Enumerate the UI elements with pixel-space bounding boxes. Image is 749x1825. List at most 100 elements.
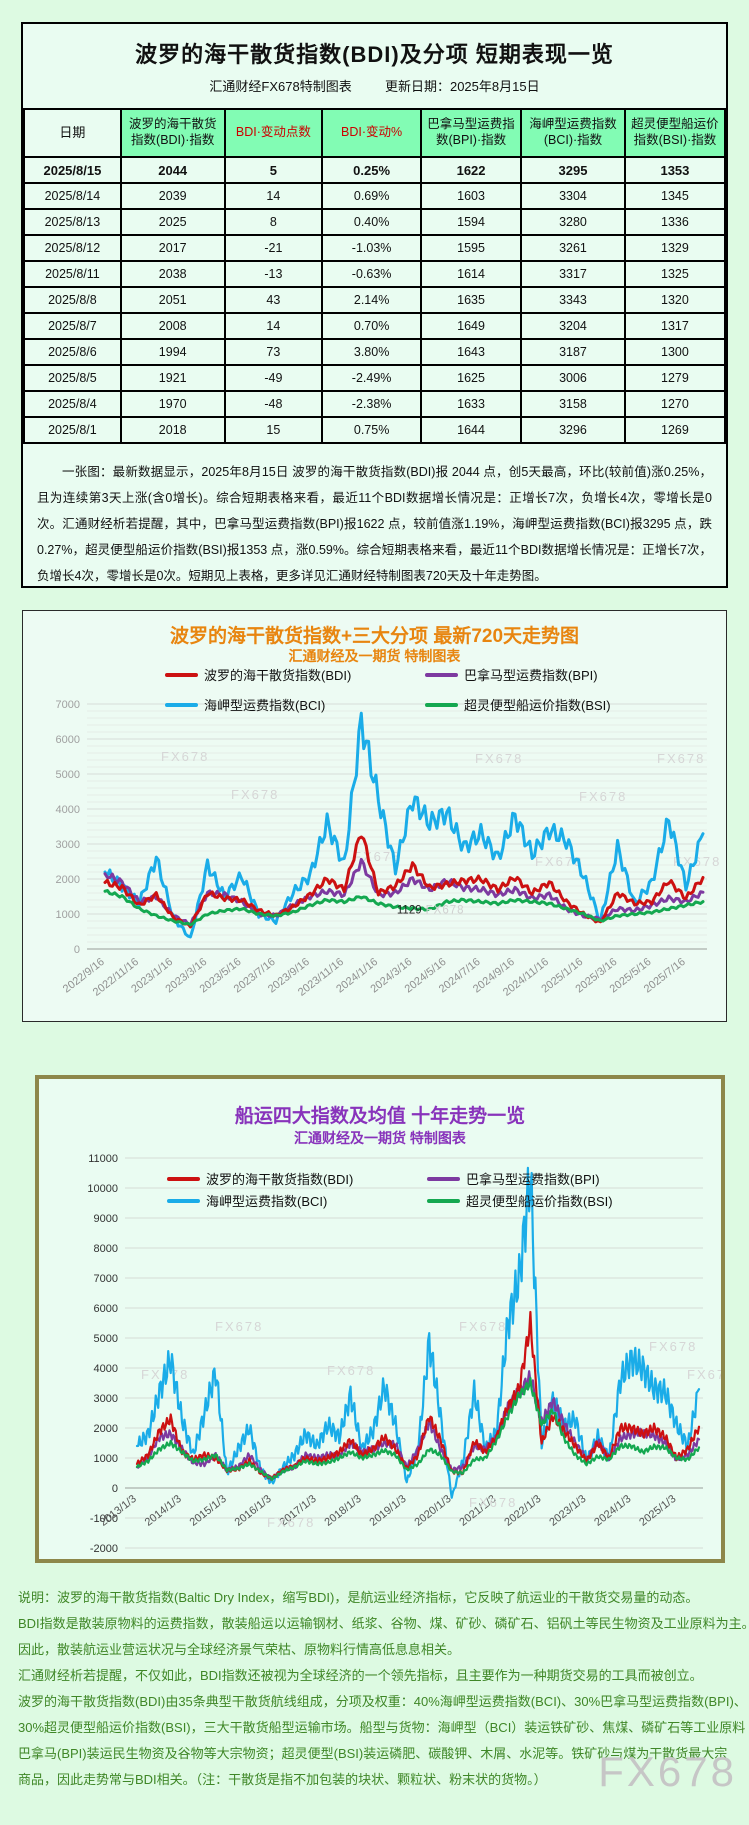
fx678-watermark: FX678 — [161, 749, 209, 764]
table-row: 2025/8/8 2051 43 2.14% 1635 3343 1320 — [23, 286, 727, 314]
value-cell: 2.14% — [321, 286, 423, 314]
y-axis-tick-label: 4000 — [56, 804, 80, 816]
value-cell: -48 — [223, 390, 324, 418]
fx678-watermark: FX678 — [475, 751, 523, 766]
value-cell: 1594 — [420, 208, 523, 236]
footer-note-line: 汇通财经析若提醒，不仅如此，BDI指数还被视为全球经济的一个领先指标，且主要作为… — [18, 1668, 703, 1683]
value-cell: -2.49% — [321, 364, 423, 392]
column-header-1: 波罗的海干散货指数(BDI)·指数 — [119, 108, 226, 158]
table-row: 2025/8/13 2025 8 0.40% 1594 3280 1336 — [23, 208, 727, 236]
table-row: 2025/8/5 1921 -49 -2.49% 1625 3006 1279 — [23, 364, 727, 392]
legend-item: 超灵便型船运价指数(BSI) — [427, 1191, 613, 1210]
value-cell: 1270 — [623, 390, 727, 418]
table-body: 2025/8/15 2044 5 0.25% 1622 3295 1353 2025/8/14… — [23, 156, 727, 444]
fx678-watermark: FX678 — [469, 1495, 517, 1510]
fx678-watermark: FX678 — [598, 1748, 737, 1795]
footer-note-line: BDI指数是散装原物料的运费指数，散装船运以运输钢材、纸浆、谷物、煤、矿砂、磷矿… — [18, 1616, 749, 1631]
legend-label: 波罗的海干散货指数(BDI) — [206, 1172, 354, 1187]
value-cell: 1300 — [623, 338, 727, 366]
legend-line-icon — [167, 1198, 200, 1203]
y-axis-tick-label: -2000 — [90, 1543, 118, 1555]
legend-line-icon — [167, 1176, 200, 1181]
y-axis-tick-label: 3000 — [56, 839, 80, 851]
y-axis-tick-label: 5000 — [94, 1333, 118, 1345]
footer-note-line: 说明：波罗的海干散货指数(Baltic Dry Index，缩写BDI)，是航运… — [18, 1590, 699, 1605]
fx678-watermark: FX678 — [231, 787, 279, 802]
chart-720day-title: 波罗的海干散货指数+三大分项 最新720天走势图 — [169, 626, 580, 647]
table-row: 2025/8/6 1994 73 3.80% 1643 3187 1300 — [23, 338, 727, 366]
y-axis-tick-label: 0 — [74, 944, 80, 956]
value-cell: 3280 — [520, 208, 626, 236]
x-axis-tick-label: 2025/1/3 — [637, 1493, 678, 1529]
value-cell: -0.63% — [321, 260, 423, 288]
data-label-annotation: 1129 — [397, 904, 422, 916]
date-cell: 2025/8/1 — [23, 416, 122, 444]
page-subtitle: 汇通财经FX678特制图表 更新日期：2025年8月15日 — [23, 76, 726, 95]
table-row: 2025/8/12 2017 -21 -1.03% 1595 3261 1329 — [23, 234, 727, 262]
value-cell: 3158 — [520, 390, 626, 418]
fx678-watermark: FX678 — [215, 1319, 263, 1334]
date-cell: 2025/8/15 — [23, 156, 122, 184]
fx678-watermark: FX678 — [579, 789, 627, 804]
table-row: 2025/8/14 2039 14 0.69% 1603 3304 1345 — [23, 182, 727, 210]
y-axis-tick-label: -1000 — [90, 1513, 118, 1525]
value-cell: 2044 — [119, 156, 226, 184]
y-axis-tick-label: 7000 — [94, 1273, 118, 1285]
fx678-watermark: FX678 — [327, 1363, 375, 1378]
value-cell: 2008 — [119, 312, 226, 340]
value-cell: 1644 — [420, 416, 523, 444]
chart-10year-panel: 船运四大指数及均值 十年走势一览 汇通财经及一期货 特制图表 -2000 -100… — [35, 1075, 725, 1563]
y-axis-tick-label: 3000 — [94, 1393, 118, 1405]
series-line-bsi — [103, 889, 705, 927]
fx678-watermark: FX678 — [459, 1319, 507, 1334]
table-row: 2025/8/11 2038 -13 -0.63% 1614 3317 1325 — [23, 260, 727, 288]
x-axis-tick-label: 2019/1/3 — [367, 1493, 408, 1529]
x-axis-tick-label: 2020/1/3 — [412, 1493, 453, 1529]
date-cell: 2025/8/13 — [23, 208, 122, 236]
value-cell: 15 — [223, 416, 324, 444]
chart-10year-title: 船运四大指数及均值 十年走势一览 — [234, 1106, 526, 1127]
legend-line-icon — [165, 702, 198, 707]
value-cell: 1317 — [623, 312, 727, 340]
footer-note-line: 30%超灵便型船运价指数(BSI)，三大干散货船型运输市场。船型与货物：海岬型（… — [18, 1720, 746, 1735]
y-axis-tick-label: 4000 — [94, 1363, 118, 1375]
y-axis-tick-label: 7000 — [56, 699, 80, 711]
value-cell: 3343 — [520, 286, 626, 314]
y-axis-tick-label: 2000 — [94, 1423, 118, 1435]
value-cell: 3006 — [520, 364, 626, 392]
value-cell: 1279 — [623, 364, 727, 392]
value-cell: 2017 — [119, 234, 226, 262]
legend-item: 超灵便型船运价指数(BSI) — [425, 695, 611, 714]
x-axis-tick-label: 2023/1/3 — [547, 1493, 588, 1529]
fx678-watermark: FX678 — [687, 1367, 721, 1382]
value-cell: 3296 — [520, 416, 626, 444]
x-axis-tick-label: 2015/1/3 — [188, 1493, 229, 1529]
value-cell: 3261 — [520, 234, 626, 262]
value-cell: -2.38% — [321, 390, 423, 418]
value-cell: 1649 — [420, 312, 523, 340]
fx678-watermark: FX678 — [649, 1339, 697, 1354]
x-axis-tick-label: 2024/1/3 — [592, 1493, 633, 1529]
date-cell: 2025/8/7 — [23, 312, 122, 340]
table-header-row: 日期 波罗的海干散货指数(BDI)·指数 BDI·变动点数 BDI·变动% 巴拿马型运费… — [23, 108, 727, 158]
legend-label: 巴拿马型运费指数(BPI) — [464, 668, 598, 683]
value-cell: 3187 — [520, 338, 626, 366]
legend-label: 海岬型运费指数(BCI) — [204, 698, 326, 713]
value-cell: 43 — [223, 286, 324, 314]
value-cell: 2025 — [119, 208, 226, 236]
y-axis-tick-label: 8000 — [94, 1243, 118, 1255]
chart-720day-subtitle: 汇通财经及一期货 特制图表 — [288, 648, 461, 664]
value-cell: -13 — [223, 260, 324, 288]
fx678-watermark: FX678 — [353, 849, 401, 864]
legend-item: 海岬型运费指数(BCI) — [167, 1191, 327, 1210]
legend-label: 波罗的海干散货指数(BDI) — [204, 668, 352, 683]
value-cell: -49 — [223, 364, 324, 392]
legend-item: 波罗的海干散货指数(BDI) — [165, 665, 351, 684]
value-cell: 1635 — [420, 286, 523, 314]
fx678-watermark: FX678 — [535, 854, 583, 869]
x-axis-tick-label: 2014/1/3 — [143, 1493, 184, 1529]
value-cell: -1.03% — [321, 234, 423, 262]
value-cell: 3204 — [520, 312, 626, 340]
value-cell: 0.75% — [321, 416, 423, 444]
